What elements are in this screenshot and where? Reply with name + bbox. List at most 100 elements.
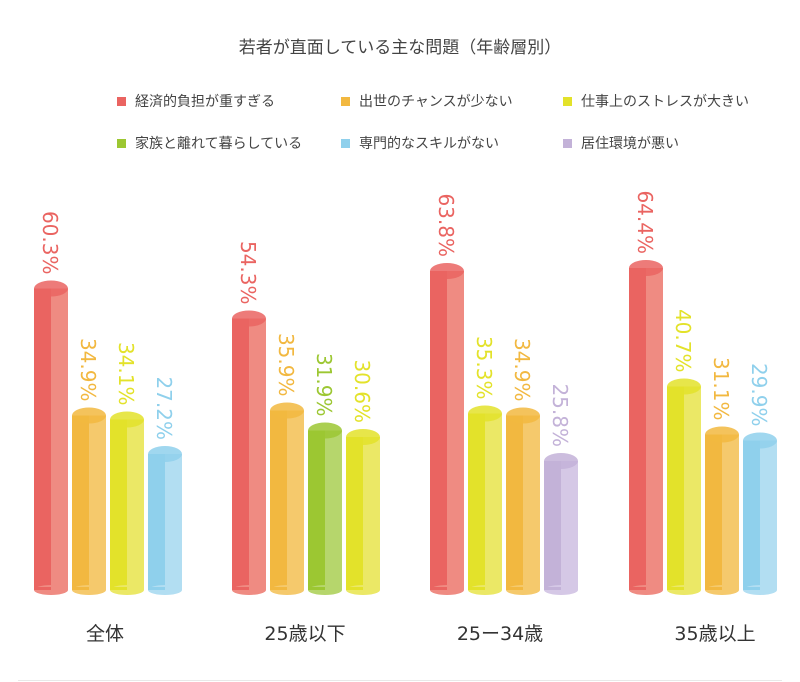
bar-left bbox=[544, 461, 561, 590]
data-label: 29.9% bbox=[747, 363, 771, 427]
bar-right bbox=[646, 268, 663, 590]
data-label: 31.9% bbox=[312, 353, 336, 417]
bar-top bbox=[667, 378, 701, 395]
legend-swatch bbox=[117, 138, 126, 148]
bar-top bbox=[346, 429, 380, 445]
bar-right bbox=[561, 461, 578, 590]
bar-right bbox=[287, 410, 304, 590]
bar-top bbox=[72, 407, 106, 424]
legend-label: 専門的なスキルがない bbox=[359, 136, 499, 152]
bar-top bbox=[506, 407, 540, 424]
bar-left bbox=[629, 268, 646, 590]
bar-right bbox=[165, 454, 182, 590]
legend-label: 家族と離れて暮らしている bbox=[135, 136, 303, 152]
data-label: 25.8% bbox=[548, 383, 572, 447]
bar-left bbox=[34, 288, 51, 590]
bar-left bbox=[110, 419, 127, 590]
bar-bottom-edge bbox=[232, 587, 249, 590]
bar-bottom-edge bbox=[506, 587, 523, 590]
legend-swatch bbox=[341, 96, 350, 106]
bar-left bbox=[148, 454, 165, 590]
bar-left bbox=[308, 430, 325, 590]
data-label: 54.3% bbox=[236, 241, 260, 305]
chart-title: 若者が直面している主な問題（年齢層別） bbox=[238, 38, 562, 58]
bar-bottom-edge bbox=[743, 587, 760, 590]
bar-bottom-edge bbox=[468, 587, 485, 590]
data-label: 64.4% bbox=[633, 190, 657, 254]
bar-top bbox=[629, 260, 663, 276]
bar-right bbox=[447, 271, 464, 590]
bar-right bbox=[89, 415, 106, 590]
bar-bottom-edge bbox=[346, 587, 363, 590]
legend-item: 専門的なスキルがない bbox=[341, 133, 499, 153]
bar-bottom-edge bbox=[544, 587, 561, 590]
bar-bottom-edge bbox=[705, 587, 722, 590]
category-label: 35歳以上 bbox=[674, 623, 755, 645]
data-label: 40.7% bbox=[671, 309, 695, 373]
bar-left bbox=[743, 440, 760, 590]
legend-label: 居住環境が悪い bbox=[581, 136, 679, 152]
data-label: 34.9% bbox=[76, 338, 100, 402]
category-label: 25ー34歳 bbox=[457, 623, 543, 645]
bar-top bbox=[148, 446, 182, 462]
category-label: 全体 bbox=[86, 623, 124, 645]
data-label: 34.1% bbox=[114, 342, 138, 406]
bar-right bbox=[485, 413, 502, 590]
bar-left bbox=[468, 413, 485, 590]
bar-left bbox=[232, 318, 249, 590]
bar-bottom-edge bbox=[34, 587, 51, 590]
legend-label: 経済的負担が重すぎる bbox=[135, 94, 275, 110]
legend-label: 仕事上のストレスが大きい bbox=[581, 94, 749, 110]
bar-bottom-edge bbox=[110, 587, 127, 590]
bar-left bbox=[270, 410, 287, 590]
legend-item: 家族と離れて暮らしている bbox=[117, 133, 302, 153]
bar-top bbox=[110, 411, 144, 428]
legend-swatch bbox=[341, 138, 350, 148]
bar-bottom-edge bbox=[72, 587, 89, 590]
bar-left bbox=[506, 415, 523, 590]
bar-top bbox=[270, 402, 304, 419]
bar-top bbox=[743, 432, 777, 449]
legend-swatch bbox=[563, 138, 572, 148]
data-label: 30.6% bbox=[350, 359, 374, 423]
data-label: 31.1% bbox=[709, 357, 733, 421]
data-label: 60.3% bbox=[38, 211, 62, 275]
bar-bottom-edge bbox=[430, 587, 447, 590]
bar-left bbox=[705, 434, 722, 590]
bar-top bbox=[308, 422, 342, 439]
bar-bottom-edge bbox=[308, 587, 325, 590]
bar-left bbox=[72, 415, 89, 590]
bar-right bbox=[722, 434, 739, 590]
bar-top bbox=[232, 310, 266, 327]
legend-item: 居住環境が悪い bbox=[563, 133, 679, 153]
legend-item: 仕事上のストレスが大きい bbox=[563, 91, 749, 111]
bar-left bbox=[346, 437, 363, 590]
bar-right bbox=[523, 415, 540, 590]
bar-right bbox=[51, 288, 68, 590]
bar-bottom-edge bbox=[270, 587, 287, 590]
bar-top bbox=[705, 426, 739, 443]
data-label: 34.9% bbox=[510, 338, 534, 402]
bar-bottom-edge bbox=[148, 587, 165, 590]
bar-right bbox=[325, 430, 342, 590]
data-label: 35.3% bbox=[472, 336, 496, 400]
bar-right bbox=[684, 386, 701, 590]
legend-swatch bbox=[563, 96, 572, 106]
data-label: 35.9% bbox=[274, 333, 298, 397]
data-label: 63.8% bbox=[434, 193, 458, 257]
bar-left bbox=[667, 386, 684, 590]
bar-top bbox=[468, 405, 502, 422]
legend-swatch bbox=[117, 96, 126, 106]
legend-item: 経済的負担が重すぎる bbox=[117, 91, 275, 111]
bar-top bbox=[34, 280, 68, 297]
bar-bottom-edge bbox=[667, 587, 684, 590]
bar-right bbox=[760, 440, 777, 590]
category-label: 25歳以下 bbox=[264, 623, 345, 645]
bar-top bbox=[544, 453, 578, 469]
data-label: 27.2% bbox=[152, 376, 176, 440]
bar-left bbox=[430, 271, 447, 590]
bar-right bbox=[127, 419, 144, 590]
legend-label: 出世のチャンスが少ない bbox=[359, 94, 513, 110]
